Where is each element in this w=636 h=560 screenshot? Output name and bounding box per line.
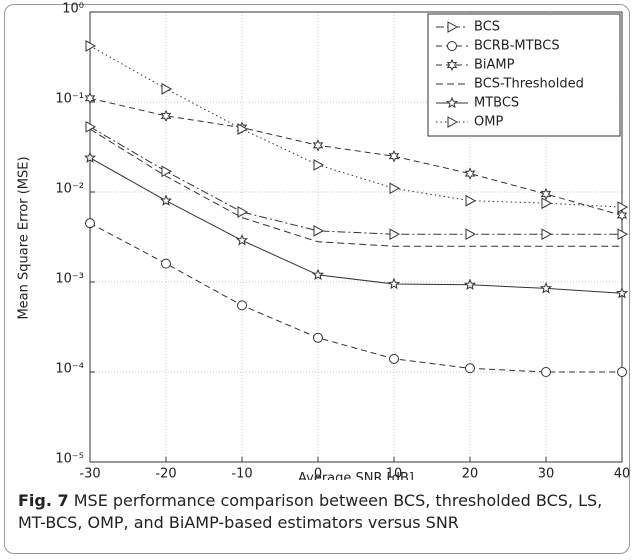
marker — [388, 150, 400, 163]
x-tick-label: 10 — [386, 467, 403, 481]
series-line — [89, 45, 623, 208]
series-line — [89, 222, 622, 373]
marker — [447, 21, 459, 33]
x-tick-label: -30 — [79, 467, 100, 481]
x-tick-label: 30 — [538, 467, 555, 481]
marker — [541, 367, 551, 377]
marker — [237, 300, 247, 311]
x-axis-label: Average SNR [dB] — [298, 471, 414, 480]
marker — [387, 277, 401, 290]
marker — [389, 182, 401, 195]
legend-label: MTBCS — [474, 96, 519, 111]
legend-box — [427, 13, 621, 137]
marker — [313, 225, 325, 237]
marker — [464, 167, 476, 180]
frame — [4, 4, 630, 554]
y-tick-label: 10⁻¹ — [55, 92, 84, 107]
marker — [445, 96, 459, 109]
marker — [465, 228, 477, 241]
marker — [539, 282, 553, 294]
marker — [237, 206, 249, 218]
marker — [161, 258, 171, 269]
series-line — [89, 128, 622, 247]
marker — [617, 201, 629, 213]
legend-label: BCS-Thresholded — [474, 77, 584, 92]
marker — [616, 209, 628, 222]
series-line — [89, 126, 622, 235]
x-tick-label: 40 — [614, 467, 631, 481]
marker — [541, 197, 553, 210]
y-tick-label: 10⁻³ — [55, 272, 84, 287]
series-line — [89, 97, 623, 216]
x-tick-label: -10 — [231, 467, 252, 481]
marker — [312, 139, 324, 152]
series-line — [89, 157, 623, 294]
marker — [465, 194, 477, 207]
y-tick-label: 10⁰ — [62, 2, 84, 17]
legend-label: BCRB-MTBCS — [474, 39, 560, 54]
marker — [389, 228, 401, 241]
x-tick-label: 20 — [462, 467, 479, 481]
x-tick-label: -20 — [155, 467, 176, 481]
marker — [85, 40, 97, 52]
marker — [159, 194, 173, 206]
marker — [447, 116, 459, 128]
marker — [617, 228, 629, 241]
marker — [313, 332, 323, 343]
marker — [447, 41, 457, 51]
y-tick-label: 10⁻⁴ — [55, 362, 84, 377]
caption-label: Fig. 7 — [18, 491, 69, 510]
marker — [160, 109, 172, 123]
marker — [540, 187, 552, 201]
y-tick-label: 10⁻⁵ — [55, 452, 84, 467]
marker — [313, 159, 325, 171]
marker — [446, 58, 458, 72]
marker — [465, 363, 475, 374]
legend: BCS BCRB-MTBCS BiAMP BCS-Thresholded MTBCS OM… — [427, 13, 621, 137]
marker — [84, 92, 96, 105]
marker — [85, 218, 95, 229]
marker — [389, 353, 399, 364]
chart: Average SNR [dB] Mean Square Error (MSE)… — [17, 2, 631, 481]
y-tick-label: 10⁻² — [55, 182, 84, 197]
y-axis-label: Mean Square Error (MSE) — [17, 156, 32, 319]
caption-text: MSE performance comparison between BCS, … — [18, 491, 603, 532]
marker — [617, 367, 627, 377]
marker — [311, 268, 325, 280]
caption: Fig. 7 MSE performance comparison betwee… — [18, 490, 618, 534]
legend-label: BCS — [474, 20, 500, 35]
marker — [83, 151, 97, 163]
marker — [237, 123, 249, 135]
marker — [235, 234, 249, 246]
marker — [161, 165, 173, 178]
marker — [541, 228, 553, 241]
marker — [463, 278, 477, 291]
legend-label: OMP — [474, 115, 503, 130]
marker — [615, 286, 629, 299]
marker — [161, 82, 173, 95]
legend-label: BiAMP — [474, 58, 515, 73]
x-tick-label: 0 — [314, 467, 322, 481]
